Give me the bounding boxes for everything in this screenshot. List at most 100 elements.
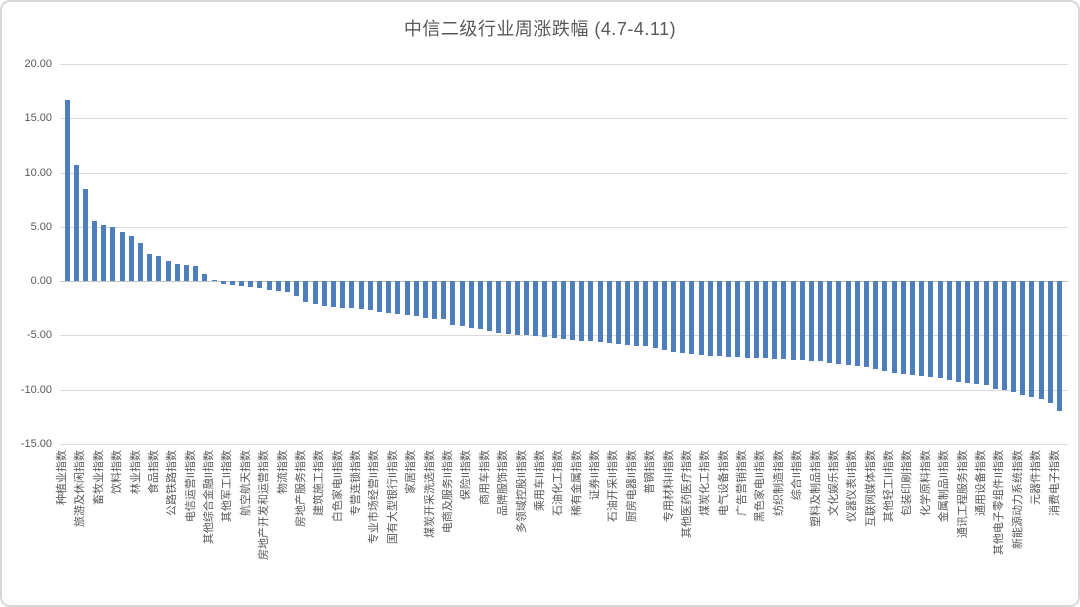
x-axis-label: 仪器仪表II指数	[846, 450, 859, 523]
bar	[854, 281, 860, 366]
x-axis-label: 综合II指数	[791, 450, 804, 501]
bar	[514, 281, 520, 335]
bar	[312, 281, 318, 304]
bar	[634, 281, 640, 346]
x-axis-label: 专业市场经营II指数	[368, 450, 381, 545]
x-axis-label: 物流指数	[276, 450, 289, 494]
bar	[450, 281, 456, 325]
bar	[239, 281, 245, 287]
bar	[174, 263, 180, 282]
bar	[303, 281, 309, 302]
bar	[220, 281, 226, 285]
bar	[285, 281, 291, 292]
x-axis-label: 国有大型银行II指数	[386, 450, 399, 545]
x-axis-label: 煤炭化工指数	[699, 450, 712, 516]
x-axis-label: 厨房电器II指数	[625, 450, 638, 523]
bar	[183, 264, 189, 282]
x-axis-label: 石油开采II指数	[607, 450, 620, 523]
bar	[110, 226, 116, 282]
bar	[101, 224, 107, 282]
gridline	[60, 173, 1068, 174]
bar	[505, 281, 511, 335]
bar	[1029, 281, 1035, 398]
bar	[762, 281, 768, 359]
x-axis-label: 其他电子零组件II指数	[993, 450, 1006, 556]
bar	[671, 281, 677, 352]
bar	[1011, 281, 1017, 392]
x-axis-label: 化学原料指数	[919, 450, 932, 516]
y-axis-tick-label: 0.00	[30, 275, 52, 287]
y-axis-tick-label: -15.00	[20, 438, 52, 450]
x-axis-label: 电信运营II指数	[184, 450, 197, 523]
bar	[422, 281, 428, 318]
bar	[533, 281, 539, 336]
bar	[340, 281, 346, 308]
x-axis-label: 其他医药医疗指数	[680, 450, 693, 538]
bar	[955, 281, 961, 383]
x-axis-label: 煤炭开采洗选指数	[423, 450, 436, 538]
bar	[349, 281, 355, 309]
bar	[266, 281, 272, 290]
y-axis-tick-label: 10.00	[24, 167, 52, 179]
x-axis-label: 饮料指数	[111, 450, 124, 494]
bar	[376, 281, 382, 313]
bar	[128, 235, 134, 282]
bar	[661, 281, 667, 350]
bar	[441, 281, 447, 320]
bar	[193, 265, 199, 282]
x-axis-label: 电商及服务II指数	[441, 450, 454, 534]
x-axis-label: 塑料及制品指数	[809, 450, 822, 527]
bar	[707, 281, 713, 356]
bar	[818, 281, 824, 362]
bar	[64, 99, 70, 282]
x-axis-label: 专用材料II指数	[662, 450, 675, 523]
x-axis-label: 畜牧业指数	[92, 450, 105, 505]
bar	[625, 281, 631, 346]
bar	[73, 164, 79, 282]
bar	[1020, 281, 1026, 396]
bar	[92, 221, 98, 282]
bar	[643, 281, 649, 347]
bar	[524, 281, 529, 336]
x-axis-label: 品牌服饰指数	[497, 450, 510, 516]
x-axis-label: 消费电子指数	[1048, 450, 1061, 516]
bar	[946, 281, 952, 380]
bar	[496, 281, 502, 334]
y-axis-tick-label: -5.00	[26, 329, 52, 341]
x-axis-label: 白色家电II指数	[331, 450, 344, 523]
x-axis-label: 广告营销指数	[736, 450, 749, 516]
bar	[772, 281, 778, 359]
bar	[873, 281, 879, 370]
bar	[138, 243, 144, 282]
bar	[606, 281, 612, 344]
bar	[119, 232, 125, 282]
bar	[432, 281, 438, 319]
bar	[248, 281, 254, 287]
x-axis-label: 通讯工程服务指数	[956, 450, 969, 538]
bar	[321, 281, 327, 307]
bar	[147, 254, 153, 282]
x-axis-label: 公路铁路指数	[166, 450, 179, 516]
x-axis-label: 普钢指数	[644, 450, 657, 494]
bar	[1047, 281, 1053, 403]
chart-title: 中信二级行业周涨跌幅 (4.7-4.11)	[403, 19, 677, 39]
bar	[459, 281, 465, 326]
x-axis-label: 旅游及休闲指数	[74, 450, 87, 527]
bar	[542, 281, 548, 338]
bar	[404, 281, 410, 315]
bar	[156, 256, 162, 282]
bar	[358, 281, 364, 310]
bar	[588, 281, 594, 342]
x-axis-label: 种植业指数	[56, 450, 68, 505]
bar	[211, 280, 217, 282]
y-axis-tick-label: 20.00	[24, 58, 52, 70]
bar	[827, 281, 833, 363]
bar	[202, 273, 208, 282]
bar	[965, 281, 971, 384]
x-axis-label: 其他综合金融II指数	[203, 450, 216, 545]
bar	[275, 281, 281, 291]
bar	[891, 281, 897, 373]
bar	[882, 281, 888, 372]
bar	[487, 281, 493, 332]
x-axis-label: 乘用车II指数	[533, 450, 546, 512]
